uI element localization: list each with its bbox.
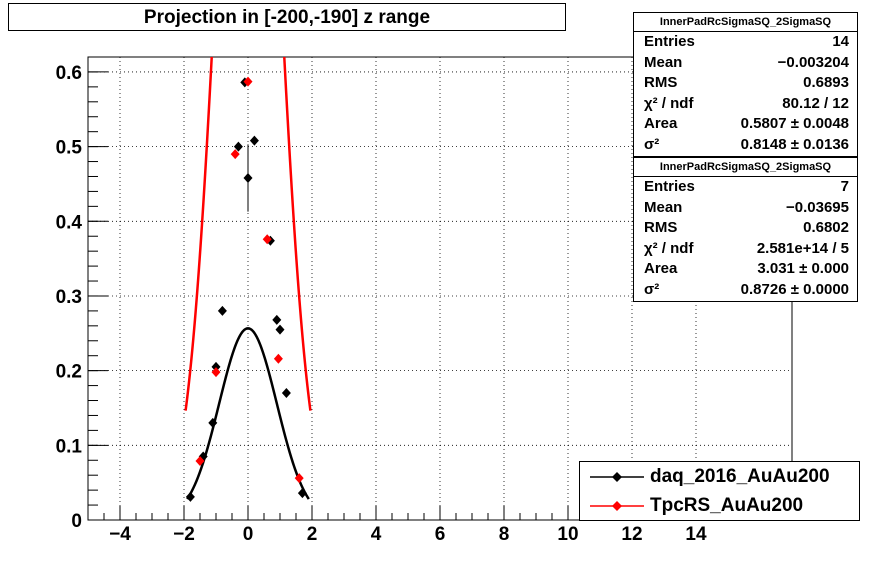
stats-label: Area [644,115,678,133]
stats-row: Area 0.5807 ± 0.0048 [634,114,857,135]
stats-row: Entries 14 [634,32,857,53]
legend-marker-icon [590,472,644,482]
data-point [249,135,259,146]
data-point [230,149,240,160]
data-point [272,314,282,325]
grid [88,57,792,520]
data-point [297,488,307,499]
stats-value: 2.581e+14 / 5 [756,239,849,257]
data-point [217,305,227,316]
stats-box-title: InnerPadRcSigmaSQ_2SigmaSQ [634,13,857,32]
data-point [262,234,272,245]
stats-value: 3.031 ± 0.000 [757,260,849,278]
x-tick-label: 12 [621,524,642,545]
stats-row: RMS 0.6893 [634,73,857,94]
stats-label: Mean [644,198,683,216]
stats-label: χ² / ndf [644,239,694,257]
stats-label: Entries [644,33,695,50]
stats-value: 0.6802 [803,219,849,237]
stats-row: σ² 0.8148 ± 0.0136 [634,135,857,156]
stats-label: Mean [644,53,683,71]
legend-label: daq_2016_AuAu200 [650,466,830,487]
stats-row: Mean −0.03695 [634,198,857,219]
data-point [294,473,304,484]
stats-box-title: InnerPadRcSigmaSQ_2SigmaSQ [634,158,857,177]
x-tick-label: −4 [109,524,131,545]
stats-value: 0.5807 ± 0.0048 [740,115,849,133]
data-point [243,172,253,183]
stats-box-daq: InnerPadRcSigmaSQ_2SigmaSQ Entries 14 Mea… [633,12,858,157]
x-tick-label: 6 [435,524,446,545]
legend-label: TpcRS_AuAu200 [650,495,804,516]
stats-label: Entries [644,178,695,195]
stats-row: Area 3.031 ± 0.000 [634,259,857,280]
stats-label: Area [644,260,678,278]
fit-curve-TpcRS_AuAu200 [184,57,312,411]
x-tick-label: 14 [685,524,707,545]
x-tick-label: 0 [243,524,254,545]
fit-curve-daq_2016_AuAu200 [186,327,310,500]
stats-row: χ² / ndf 80.12 / 12 [634,94,857,115]
data-point [211,367,221,378]
x-tick-label: 8 [499,524,510,545]
stats-row: RMS 0.6802 [634,218,857,239]
y-tick-label: 0.6 [56,63,82,84]
legend-entry-daq: daq_2016_AuAu200 [580,463,859,493]
stats-value: −0.003204 [777,53,849,71]
x-tick-label: 10 [557,524,578,545]
x-tick-label: 4 [371,524,382,545]
stats-value: 0.6893 [803,74,849,92]
data-points [185,76,307,502]
stats-label: χ² / ndf [644,94,694,112]
stats-value: 0.8726 ± 0.0000 [740,280,849,298]
stats-row: Entries 7 [634,177,857,198]
stats-row: χ² / ndf 2.581e+14 / 5 [634,239,857,260]
data-point [233,141,243,152]
legend-entry-tpcrs: TpcRS_AuAu200 [580,492,859,522]
data-point [185,491,195,502]
stats-label: RMS [644,219,678,237]
legend: daq_2016_AuAu200 TpcRS_AuAu200 [579,461,860,521]
data-point [211,361,221,372]
data-point [275,324,285,335]
stats-value: −0.03695 [786,198,849,216]
y-tick-label: 0.2 [56,362,82,383]
x-tick-label: 2 [307,524,318,545]
stats-label: σ² [644,135,660,153]
data-point [273,353,283,364]
stats-value: 7 [840,178,849,195]
x-tick-label: −2 [173,524,195,545]
y-tick-label: 0.4 [56,212,83,233]
y-tick-label: 0 [71,511,82,532]
y-axis: 0 0.1 0.2 0.3 0.4 0.5 0.6 [56,63,108,532]
y-tick-label: 0.1 [56,436,83,457]
stats-label: σ² [644,280,660,298]
stats-row: σ² 0.8726 ± 0.0000 [634,280,857,301]
stats-value: 80.12 / 12 [782,94,849,112]
stats-row: Mean −0.003204 [634,53,857,74]
data-point [195,456,205,467]
data-point [208,417,218,428]
data-point [281,388,291,399]
x-axis: −4 −2 0 2 4 6 8 10 12 14 [87,506,793,545]
data-point [243,76,253,87]
stats-label: RMS [644,74,678,92]
stats-value: 14 [832,33,849,50]
chart-title: Projection in [-200,-190] z range [8,3,566,31]
fit-curves [184,57,312,500]
y-tick-label: 0.5 [56,138,83,159]
legend-marker-icon [590,501,644,511]
stats-box-tpcrs: InnerPadRcSigmaSQ_2SigmaSQ Entries 7 Mean… [633,157,858,302]
stats-value: 0.8148 ± 0.0136 [740,135,849,153]
y-tick-label: 0.3 [56,287,82,308]
